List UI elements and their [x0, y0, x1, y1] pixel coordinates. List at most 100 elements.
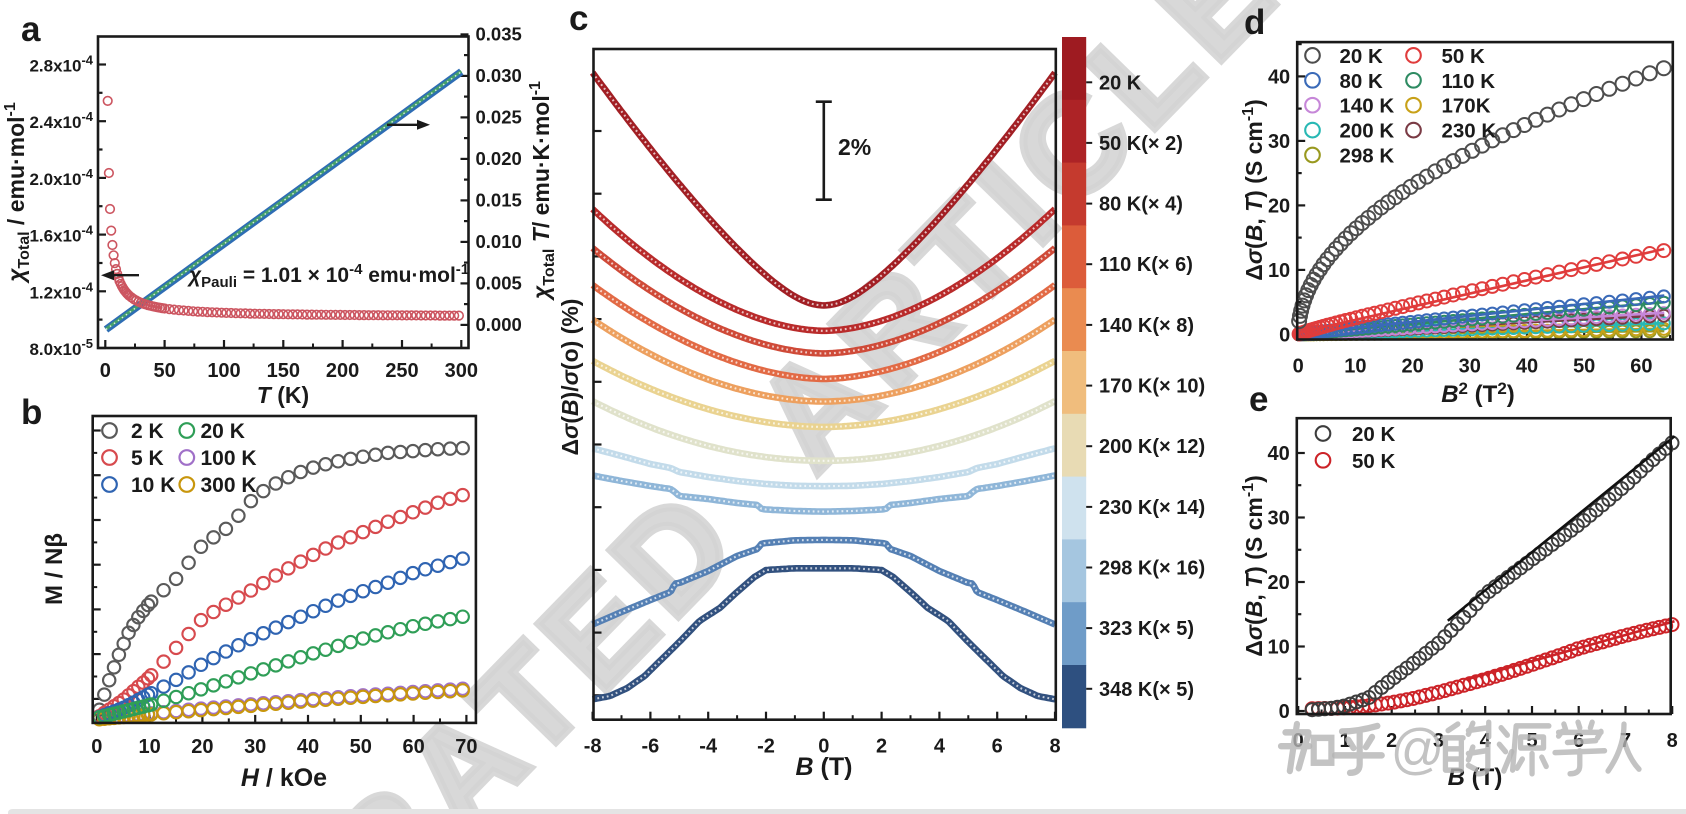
svg-text:298 K(× 16): 298 K(× 16): [1099, 558, 1205, 580]
svg-text:0.005: 0.005: [476, 272, 522, 293]
svg-text:30: 30: [244, 736, 266, 758]
svg-text:230 K(× 14): 230 K(× 14): [1099, 497, 1205, 519]
svg-text:10: 10: [138, 736, 160, 758]
svg-text:0.015: 0.015: [476, 189, 522, 210]
svg-text:170K: 170K: [1442, 95, 1491, 118]
svg-text:40: 40: [1516, 356, 1538, 378]
svg-text:b: b: [21, 393, 42, 432]
svg-text:3: 3: [1433, 730, 1444, 752]
svg-text:50 K(× 2): 50 K(× 2): [1099, 133, 1183, 155]
svg-text:0.035: 0.035: [476, 23, 522, 44]
svg-text:M / Nβ: M / Nβ: [41, 533, 68, 605]
svg-text:60: 60: [1630, 356, 1652, 378]
svg-text:348 K(× 5): 348 K(× 5): [1099, 679, 1194, 701]
svg-text:230 K: 230 K: [1442, 120, 1497, 143]
svg-text:300 K: 300 K: [201, 474, 257, 497]
svg-text:2.0x10-4: 2.0x10-4: [29, 166, 93, 189]
svg-text:Δσ(B, T) (S cm-1): Δσ(B, T) (S cm-1): [1240, 99, 1267, 281]
svg-text:80 K: 80 K: [1340, 70, 1383, 93]
svg-text:χTotal T/ emu·K·mol-1: χTotal T/ emu·K·mol-1: [527, 81, 558, 302]
svg-text:χPauli = 1.01 × 10-4 emu·mol-1: χPauli = 1.01 × 10-4 emu·mol-1: [187, 261, 469, 291]
svg-text:Δσ(B, T) (S cm-1): Δσ(B, T) (S cm-1): [1240, 475, 1267, 657]
svg-text:300: 300: [445, 360, 478, 382]
svg-text:6: 6: [992, 736, 1003, 758]
svg-text:0: 0: [1293, 730, 1304, 752]
svg-text:0: 0: [818, 736, 829, 758]
svg-text:20: 20: [1268, 572, 1290, 594]
svg-text:250: 250: [385, 360, 418, 382]
svg-text:50: 50: [1573, 356, 1595, 378]
svg-text:e: e: [1249, 380, 1268, 419]
svg-text:8: 8: [1667, 730, 1678, 752]
svg-text:0.025: 0.025: [476, 106, 522, 127]
svg-text:5 K: 5 K: [131, 447, 164, 470]
svg-text:200 K: 200 K: [1340, 120, 1395, 143]
svg-text:20 K: 20 K: [1099, 72, 1142, 94]
svg-text:8.0x10-5: 8.0x10-5: [29, 336, 93, 359]
svg-text:20: 20: [1401, 356, 1423, 378]
svg-text:0.000: 0.000: [476, 314, 522, 335]
svg-text:30: 30: [1459, 356, 1481, 378]
svg-text:20: 20: [1268, 195, 1290, 217]
svg-text:B2 (T2): B2 (T2): [1441, 379, 1515, 408]
svg-text:50 K: 50 K: [1352, 450, 1395, 473]
svg-text:20 K: 20 K: [1352, 423, 1395, 446]
svg-text:a: a: [21, 10, 41, 49]
svg-text:100 K: 100 K: [201, 447, 257, 470]
svg-text:2: 2: [1386, 730, 1397, 752]
svg-text:150: 150: [267, 360, 300, 382]
svg-text:110 K: 110 K: [1442, 70, 1496, 93]
svg-text:30: 30: [1268, 508, 1290, 530]
svg-text:1.2x10-4: 1.2x10-4: [29, 279, 93, 302]
svg-text:0: 0: [100, 360, 111, 382]
svg-text:-4: -4: [699, 736, 718, 758]
svg-text:2.8x10-4: 2.8x10-4: [29, 53, 93, 76]
svg-text:323 K(× 5): 323 K(× 5): [1099, 618, 1194, 640]
svg-text:60: 60: [402, 736, 424, 758]
svg-text:80 K(× 4): 80 K(× 4): [1099, 194, 1183, 216]
svg-text:20 K: 20 K: [1340, 45, 1383, 68]
svg-text:0: 0: [91, 736, 102, 758]
svg-text:0: 0: [1279, 324, 1290, 346]
svg-text:100: 100: [207, 360, 240, 382]
svg-text:30: 30: [1268, 131, 1290, 153]
svg-text:2.4x10-4: 2.4x10-4: [29, 109, 93, 132]
svg-text:40: 40: [297, 736, 319, 758]
svg-text:0: 0: [1279, 701, 1290, 723]
svg-text:10 K: 10 K: [131, 474, 175, 497]
svg-text:298 K: 298 K: [1340, 145, 1395, 168]
svg-text:d: d: [1244, 3, 1265, 42]
svg-text:50: 50: [153, 360, 175, 382]
svg-text:5: 5: [1526, 730, 1537, 752]
svg-text:c: c: [569, 0, 588, 38]
svg-text:χTotal / emu·mol-1: χTotal / emu·mol-1: [2, 102, 33, 285]
svg-text:170 K(× 10): 170 K(× 10): [1099, 376, 1205, 398]
svg-text:2 K: 2 K: [131, 420, 164, 443]
svg-text:140 K(× 8): 140 K(× 8): [1099, 315, 1194, 337]
svg-text:0.030: 0.030: [476, 65, 522, 86]
svg-text:4: 4: [934, 736, 946, 758]
svg-text:10: 10: [1268, 637, 1290, 659]
svg-text:8: 8: [1049, 736, 1060, 758]
svg-text:2%: 2%: [838, 134, 871, 160]
svg-text:110 K(× 6): 110 K(× 6): [1099, 254, 1193, 276]
svg-text:-6: -6: [642, 736, 660, 758]
svg-text:-8: -8: [584, 736, 602, 758]
svg-text:10: 10: [1344, 356, 1366, 378]
svg-text:40: 40: [1268, 443, 1290, 465]
svg-text:0.010: 0.010: [476, 231, 522, 252]
svg-text:Δσ(B)/σ(o) (%): Δσ(B)/σ(o) (%): [557, 299, 583, 456]
svg-text:200 K(× 12): 200 K(× 12): [1099, 436, 1205, 458]
svg-text:2: 2: [876, 736, 887, 758]
svg-text:1: 1: [1339, 730, 1350, 752]
svg-text:1.6x10-4: 1.6x10-4: [29, 223, 93, 246]
svg-text:0: 0: [1293, 356, 1304, 378]
svg-text:0.020: 0.020: [476, 148, 522, 169]
svg-text:70: 70: [455, 736, 477, 758]
svg-text:B (T): B (T): [796, 753, 853, 781]
svg-text:50: 50: [350, 736, 372, 758]
svg-text:10: 10: [1268, 260, 1290, 282]
svg-text:T (K): T (K): [257, 382, 309, 408]
svg-text:H / kOe: H / kOe: [241, 764, 327, 792]
svg-text:140 K: 140 K: [1340, 95, 1395, 118]
